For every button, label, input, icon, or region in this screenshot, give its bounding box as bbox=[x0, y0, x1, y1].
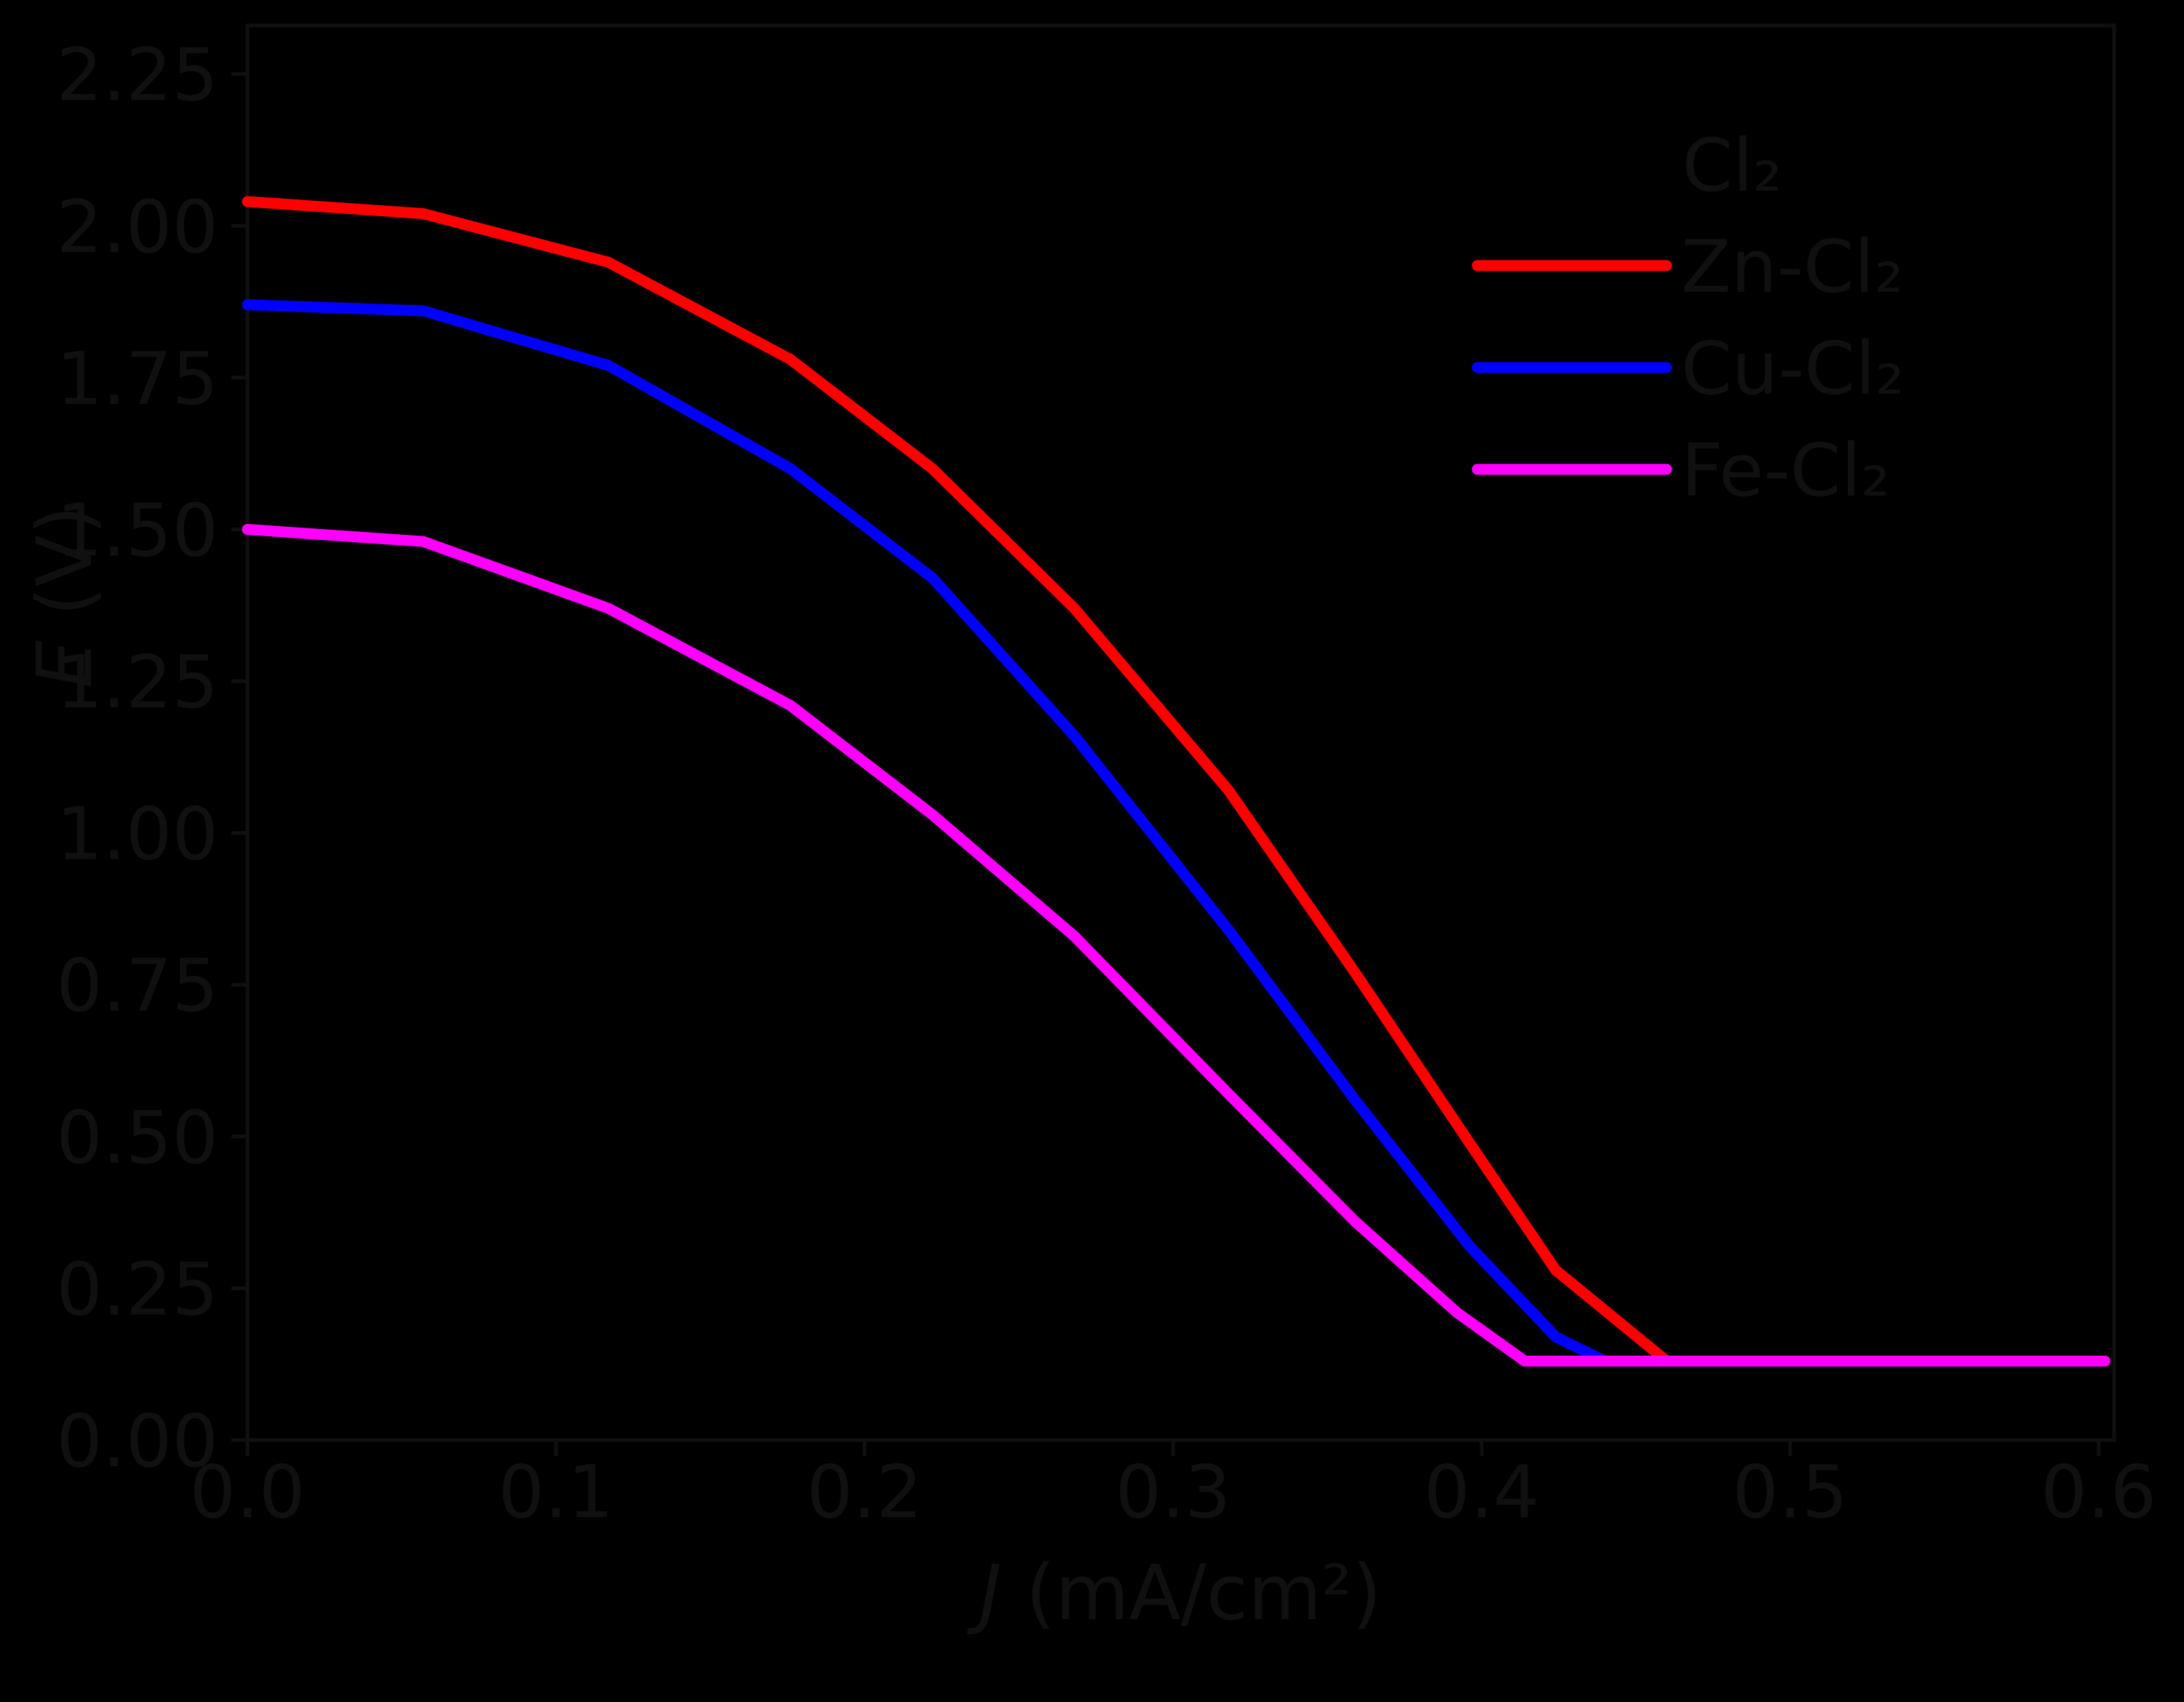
legend-item: Zn-Cl₂ bbox=[1472, 224, 1904, 309]
y-tick-label: 2.00 bbox=[56, 184, 218, 269]
y-axis-units: (V) bbox=[20, 505, 109, 640]
legend-items: Zn-Cl₂ Cu-Cl₂ Fe-Cl₂ bbox=[1472, 224, 1905, 513]
series-lines bbox=[242, 196, 2110, 1367]
legend-item: Fe-Cl₂ bbox=[1472, 428, 1890, 513]
y-tick-label: 1.75 bbox=[56, 336, 218, 421]
x-axis-ticks: 0.0 0.1 0.2 0.3 0.4 0.5 0.6 bbox=[189, 1440, 2156, 1535]
y-tick-label: 0.75 bbox=[56, 943, 218, 1028]
y-tick-label: 1.25 bbox=[56, 640, 218, 725]
x-tick-label: 0.1 bbox=[498, 1450, 613, 1535]
series-line-cu-cl- bbox=[242, 299, 2110, 1367]
y-tick-label: 0.25 bbox=[56, 1246, 218, 1332]
legend-title: Cl₂ bbox=[1682, 123, 1782, 208]
x-tick-label: 0.2 bbox=[806, 1450, 922, 1535]
x-axis-label: J (mA/cm²) bbox=[966, 1548, 1382, 1637]
series-line-fe-cl- bbox=[242, 524, 2110, 1367]
legend-item-label: Fe-Cl₂ bbox=[1681, 428, 1890, 513]
legend: Cl₂ Zn-Cl₂ Cu-Cl₂ Fe-Cl₂ bbox=[1472, 123, 1905, 513]
x-tick-label: 0.5 bbox=[1732, 1450, 1848, 1535]
legend-item-label: Zn-Cl₂ bbox=[1681, 224, 1904, 309]
axis-frame bbox=[245, 23, 2116, 1442]
x-tick-label: 0.6 bbox=[2041, 1450, 2156, 1535]
x-tick-label: 0.3 bbox=[1115, 1450, 1231, 1535]
x-tick-label: 0.4 bbox=[1423, 1450, 1539, 1535]
y-tick-label: 0.50 bbox=[56, 1095, 218, 1180]
series-line-zn-cl- bbox=[242, 196, 2110, 1367]
legend-item-label: Cu-Cl₂ bbox=[1681, 326, 1905, 411]
y-tick-label: 1.00 bbox=[56, 792, 218, 877]
y-tick-label: 0.00 bbox=[56, 1399, 218, 1484]
y-axis-ticks: 0.00 0.25 0.50 0.75 1.00 1.25 1.50 1.75 2.00 2.25 bbox=[56, 33, 247, 1484]
legend-item: Cu-Cl₂ bbox=[1472, 326, 1905, 411]
y-axis-label: E (V) bbox=[20, 505, 109, 688]
x-axis-units: (mA/cm²) bbox=[1001, 1548, 1381, 1637]
y-tick-label: 2.25 bbox=[56, 33, 218, 118]
y-axis-symbol: E bbox=[20, 640, 109, 688]
x-tick-label: 0.0 bbox=[189, 1450, 305, 1535]
y-tick-label: 1.50 bbox=[56, 488, 218, 573]
